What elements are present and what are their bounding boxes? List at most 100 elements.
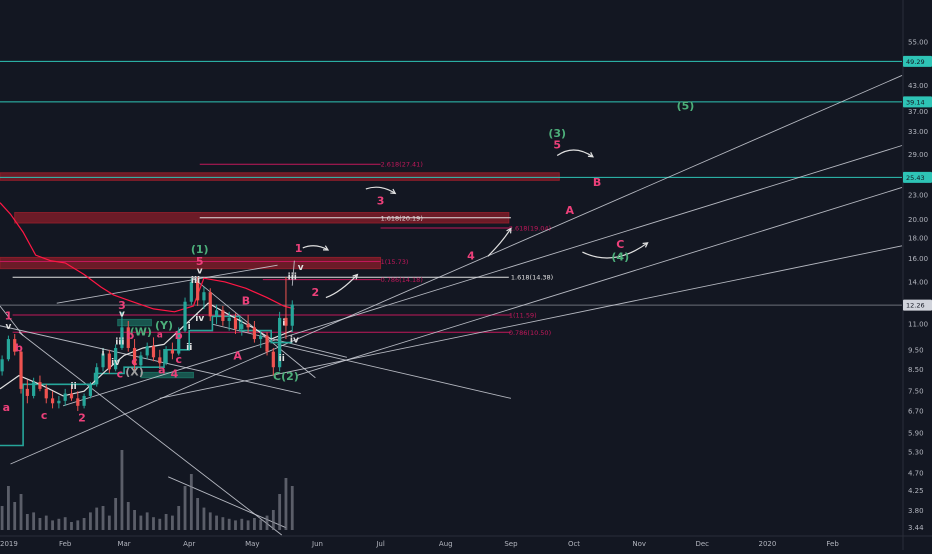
time-tick-label: Feb (826, 540, 839, 548)
arrow-head (352, 273, 359, 280)
projection-arrow (556, 149, 594, 158)
volume-bar (183, 486, 187, 530)
projection-arrow (582, 242, 648, 259)
candle-body (44, 388, 48, 399)
volume-bar (152, 517, 155, 530)
candle-body (6, 339, 11, 360)
wave-label: 2 (312, 286, 320, 299)
wave-label: iv (111, 358, 120, 368)
volume-bar (25, 514, 29, 530)
time-tick-label: Aug (439, 540, 453, 548)
candlesticks (0, 276, 294, 411)
volume-bar (38, 518, 42, 530)
volume-bar (171, 515, 174, 530)
candle-body (183, 301, 187, 331)
wave-label: B (593, 176, 601, 189)
candle-body (25, 388, 29, 396)
wave-label: iii (288, 272, 297, 282)
candle-body (151, 346, 156, 358)
volume-bar (271, 510, 275, 530)
candle-body (227, 317, 231, 321)
wave-label: c (131, 355, 138, 368)
price-tick-label: 3.44 (908, 524, 924, 532)
volume-bar (145, 512, 149, 530)
volume-bar (7, 486, 10, 530)
wave-label: iv (195, 314, 204, 324)
candle-body (240, 324, 244, 329)
wave-label: iv (290, 336, 299, 346)
fib-level-label: 1(11.59) (509, 311, 537, 319)
candle-body (13, 339, 17, 352)
wave-label: 5 (553, 138, 561, 151)
horizontal-levels (0, 60, 902, 306)
candle-body (120, 327, 124, 348)
candle-body (88, 384, 93, 396)
wave-label: (1) (191, 243, 209, 256)
wave-label: i (101, 348, 104, 358)
fib-level-label: 0.786(10.50) (509, 329, 551, 337)
price-tag (903, 96, 932, 108)
projection-arrow (325, 274, 358, 299)
wave-label: (4) (611, 251, 629, 264)
wave-label: (5) (677, 99, 695, 112)
candle-body (126, 327, 130, 348)
wave-label: b (126, 329, 134, 342)
volume-bar (120, 450, 124, 530)
time-tick-label: Apr (183, 540, 195, 548)
time-tick-label: 2019 (0, 540, 18, 548)
candle-body (284, 317, 288, 326)
wave-label: B (242, 295, 250, 308)
trendline (277, 343, 512, 399)
wave-label: c (41, 409, 48, 422)
candle-body (76, 398, 80, 406)
volume-bar (13, 502, 17, 530)
candle-body (0, 359, 4, 372)
fib-level-label: 2.618(27.41) (381, 161, 423, 169)
volume-bar (189, 474, 193, 530)
wave-label: a (158, 363, 165, 376)
volume-bar (196, 498, 200, 530)
volume-bar (76, 520, 80, 530)
candle-body (19, 351, 23, 389)
fib-level-label: 1(15.73) (381, 258, 409, 266)
wave-label: (Y) (155, 319, 173, 332)
wave-label: 4 (467, 250, 475, 263)
moving-average-line (0, 302, 293, 397)
wave-label: 3 (377, 194, 385, 207)
arrow-head (587, 152, 594, 158)
volume-bar (82, 518, 86, 530)
wave-label: c (175, 353, 182, 366)
candle-body (63, 393, 67, 401)
wave-label: c (117, 368, 124, 381)
wave-label: v (197, 266, 203, 276)
candle-body (265, 335, 269, 352)
projection-arrow (487, 228, 512, 257)
time-axis[interactable]: 2019 Feb Mar Apr May Jun Jul Aug Sep Oct Nov Dec 202… (0, 535, 932, 548)
price-tick-label: 55.00 (908, 39, 928, 47)
candle-body (177, 330, 181, 354)
zone-rect (0, 172, 560, 181)
wave-label: A (566, 204, 575, 217)
trendline (291, 260, 295, 286)
wave-label: 2 (78, 412, 86, 425)
time-tick-label: Feb (59, 540, 72, 548)
volume-bar (63, 517, 67, 530)
price-tick-label: 20.00 (908, 216, 928, 224)
candle-body (145, 346, 149, 356)
arrow-head (390, 188, 397, 195)
candle-body (114, 347, 118, 370)
wave-label: 4 (171, 368, 179, 381)
volume-bar (177, 506, 181, 530)
price-axis[interactable]: 55.0049.0043.0037.0033.0029.0023.0020.00… (902, 0, 932, 550)
projection-arrows (302, 149, 649, 299)
candle-body (196, 281, 200, 301)
price-tag-label: 25.43 (906, 174, 925, 182)
volume-bar (19, 494, 23, 530)
price-tick-label: 4.70 (908, 470, 924, 478)
fib-level-label: 1.618(20.19) (381, 214, 423, 222)
candle-body (57, 400, 61, 404)
volume-bar (164, 514, 168, 530)
wave-label: A (233, 349, 242, 362)
trendline (62, 145, 903, 407)
